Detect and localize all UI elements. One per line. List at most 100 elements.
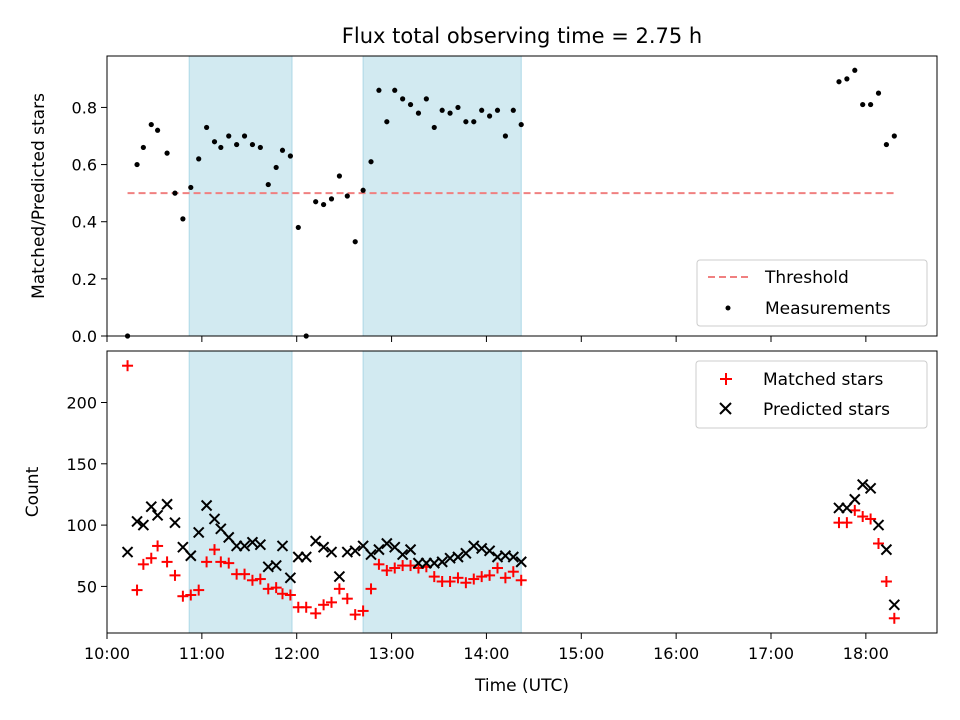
measurement-point	[273, 164, 279, 171]
predicted-star-point	[468, 540, 480, 552]
matched-star-point	[507, 566, 519, 578]
ratio-legend-box	[696, 259, 928, 327]
measurement-point	[431, 124, 437, 131]
predicted-star-point	[880, 543, 893, 556]
predicted-stars-markers	[121, 478, 901, 611]
matched-star-point	[161, 556, 173, 568]
measurement-point	[463, 119, 469, 125]
matched-star-point	[428, 571, 440, 583]
predicted-star-point	[276, 540, 289, 552]
measurement-point	[415, 110, 422, 116]
y-tick-label: 0.0	[72, 327, 97, 346]
measurement-point	[287, 153, 293, 159]
count-plot-frame	[106, 350, 938, 634]
measurement-point	[336, 173, 342, 179]
measurement-point	[891, 133, 897, 139]
predicted-star-point	[317, 541, 330, 553]
matched-star-point	[254, 573, 266, 585]
predicted-star-point	[373, 543, 385, 556]
measurement-point	[502, 133, 508, 139]
matched-star-point	[262, 583, 274, 595]
count-legend: Matched stars Predicted stars	[695, 360, 928, 429]
measurement-point	[172, 190, 178, 196]
matched-star-point	[276, 588, 288, 600]
predicted-star-point	[185, 550, 197, 562]
count-shaded-bands	[188, 350, 522, 634]
matched-star-point	[349, 609, 361, 621]
measurement-point	[344, 193, 350, 199]
matched-star-point	[444, 576, 456, 588]
predicted-star-point	[284, 572, 297, 584]
measurement-point	[140, 144, 146, 151]
predicted-star-point	[864, 482, 877, 495]
predicted-star-point	[208, 513, 221, 525]
matched-star-point	[499, 572, 511, 584]
count-band-1	[188, 350, 293, 634]
matched-star-point	[169, 569, 181, 581]
predicted-star-point	[300, 551, 312, 563]
measurements-legend-label: Measurements	[765, 299, 891, 319]
measurement-point	[320, 201, 327, 208]
ratio-panel: 0.00.20.40.60.8 Matched/Predicted stars …	[29, 55, 938, 346]
ratio-band-2	[362, 55, 522, 337]
measurement-point	[196, 156, 202, 162]
matched-star-point	[325, 596, 337, 608]
matched-star-point	[310, 607, 322, 619]
matched-star-point	[476, 571, 488, 583]
measurement-point	[510, 107, 516, 113]
count-y-axis: 50 100 150 200	[66, 393, 107, 596]
measurement-point	[360, 187, 366, 193]
measurement-point	[164, 150, 170, 156]
matched-star-point	[185, 589, 197, 601]
measurement-point	[479, 107, 485, 113]
matched-legend-label: Matched stars	[763, 370, 883, 390]
measurement-point	[407, 101, 414, 108]
ratio-y-axis-label: Matched/Predicted stars	[29, 93, 49, 299]
matched-star-point	[201, 556, 213, 568]
y-tick-label: 0.4	[72, 213, 97, 232]
ratio-shaded-bands	[188, 55, 522, 337]
matched-star-point	[131, 584, 143, 596]
measurement-point	[447, 110, 453, 116]
measurement-point	[134, 161, 140, 168]
x-tick-label: 18:00	[843, 644, 889, 663]
measurement-point	[154, 127, 161, 133]
predicted-star-point	[270, 559, 282, 572]
measurement-point	[352, 239, 358, 245]
measurements-legend-swatch	[725, 305, 731, 311]
measurement-point	[279, 147, 286, 153]
matched-star-point	[484, 569, 496, 581]
predicted-star-point	[872, 519, 885, 531]
y-tick-label: 0.8	[72, 98, 97, 117]
predicted-star-point	[515, 556, 527, 568]
measurement-point	[249, 141, 256, 148]
predicted-star-point	[137, 519, 150, 531]
count-y-axis-label: Count	[23, 466, 43, 517]
measurement-point	[883, 141, 890, 148]
matched-star-point	[873, 537, 885, 549]
measurement-point	[295, 224, 301, 231]
measurement-point	[218, 144, 224, 151]
matched-star-point	[381, 564, 393, 576]
predicted-legend-label: Predicted stars	[763, 400, 890, 420]
chart-title: Flux total observing time = 2.75 h	[342, 24, 702, 48]
measurement-point	[148, 121, 154, 128]
ratio-measurement-points	[124, 67, 897, 339]
matched-star-point	[152, 540, 164, 552]
predicted-star-point	[246, 536, 259, 548]
y-tick-label: 200	[66, 393, 97, 412]
count-legend-box	[695, 360, 928, 429]
predicted-star-point	[888, 599, 901, 611]
predicted-star-point	[404, 543, 417, 556]
measurement-point	[844, 76, 850, 82]
predicted-star-point	[169, 516, 181, 529]
matched-star-point	[215, 556, 227, 568]
matched-star-point	[145, 552, 157, 564]
y-tick-label: 50	[77, 577, 97, 596]
matched-star-point	[137, 558, 149, 570]
matched-star-point	[239, 568, 251, 580]
matched-star-point	[491, 562, 503, 574]
predicted-star-point	[856, 478, 869, 491]
ratio-plot-frame	[106, 55, 938, 337]
matched-star-point	[223, 557, 235, 569]
